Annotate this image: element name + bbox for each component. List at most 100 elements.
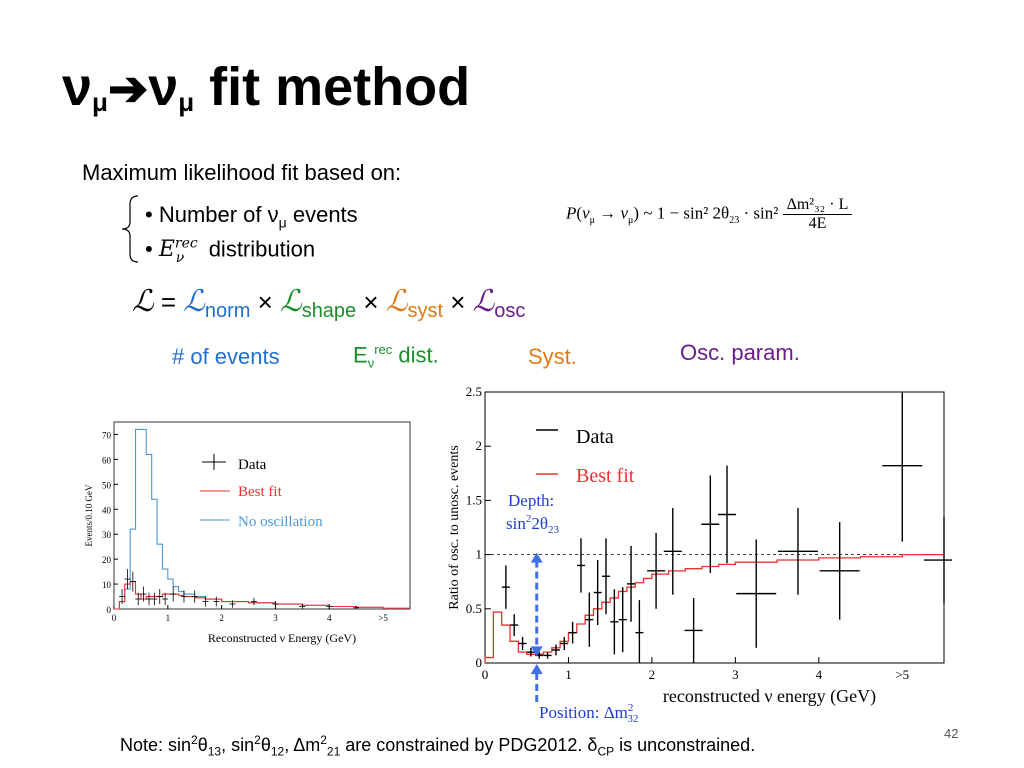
label-osc: Osc. param. [680, 340, 800, 365]
data-point [543, 652, 552, 659]
x-tick-label: 4 [327, 613, 332, 623]
data-point [213, 596, 220, 607]
data-point [924, 516, 952, 604]
y-tick-label: 50 [102, 480, 112, 490]
bullet-number-of-events: • Number of νμ events [145, 202, 358, 231]
data-point [576, 538, 585, 593]
data-point [119, 589, 126, 605]
data-point [635, 600, 644, 663]
data-point [551, 644, 560, 656]
data-point [819, 522, 860, 620]
data-point [145, 592, 152, 606]
data-point [618, 587, 627, 653]
data-point [151, 592, 158, 606]
x-axis-label: reconstructed ν energy (GeV) [663, 686, 876, 707]
x-tick-label: 3 [732, 667, 739, 682]
x-tick-label: 2 [649, 667, 656, 682]
brace [121, 195, 139, 263]
y-tick-label: 20 [102, 555, 112, 565]
label-syst: Syst. [528, 344, 577, 369]
data-point [627, 545, 636, 622]
y-tick-label: 1 [476, 547, 483, 562]
data-point [180, 590, 187, 603]
data-point [560, 636, 569, 650]
data-point [202, 596, 209, 607]
legend-data-label: Data [576, 426, 614, 448]
position-label: Position: Δm2 32 [539, 702, 638, 725]
x-tick-label: 2 [219, 613, 224, 623]
depth-expression: sin22θ23 [506, 513, 560, 536]
legend-fit-label: Best fit [238, 484, 283, 500]
data-point [156, 589, 163, 605]
ratio-chart: 0 1 2 3 4 >5 0 0.5 1 1.5 2 2.5 reconstructed ν energ… [447, 384, 952, 725]
data-point [353, 605, 360, 609]
y-tick-label: 30 [102, 530, 112, 540]
position-arrow-head [530, 664, 543, 674]
probability-formula: P(νμ → νμ) ~ 1 − sin² 2θ23 · sin² Δm²₃₂ … [566, 196, 853, 233]
likelihood-equation: ℒ = ℒnorm × ℒshape × ℒsyst × ℒosc [132, 284, 526, 323]
x-tick-label: 0 [112, 613, 117, 623]
data-point [593, 560, 602, 626]
data-point [585, 592, 594, 647]
data-point [777, 507, 818, 595]
data-point [501, 565, 510, 609]
plot-frame [113, 421, 411, 610]
depth-label: Depth: [508, 491, 554, 510]
y-tick-label: 40 [102, 505, 112, 515]
subtitle: Maximum likelihood fit based on: [82, 160, 402, 185]
data-point [135, 592, 142, 606]
data-point [718, 465, 737, 564]
series-best-fit [114, 581, 410, 610]
data-point [129, 571, 136, 592]
data-point [299, 604, 306, 609]
y-tick-label: 0.5 [466, 601, 482, 616]
x-tick-label: >5 [378, 613, 388, 623]
data-point [526, 647, 535, 657]
page-title: νμ➔νμ fit method [62, 57, 471, 117]
data-point [250, 597, 257, 606]
label-shape: Eνrec dist. [353, 342, 439, 371]
data-point [124, 569, 131, 590]
data-point [663, 507, 682, 595]
y-tick-label: 60 [102, 455, 112, 465]
depth-arrow-head-top [530, 552, 543, 563]
legend-fit-label: Best fit [576, 465, 635, 487]
data-point [162, 592, 169, 606]
data-point [191, 590, 198, 603]
y-tick-label: 1.5 [466, 492, 482, 507]
data-point [518, 636, 527, 650]
depth-arrow-head-bottom [530, 646, 543, 657]
data-point [882, 392, 923, 542]
bullet-energy-distribution: • Erecν distribution [145, 236, 316, 266]
x-tick-label: 0 [482, 667, 489, 682]
spectrum-chart: 0 1 2 3 4 >5 0 10 20 30 40 50 60 70 Reconstructed ν En… [84, 421, 411, 645]
data-point [272, 601, 279, 608]
y-tick-label: 10 [102, 580, 112, 590]
legend-data-label: Data [238, 457, 267, 473]
data-point [568, 621, 577, 644]
page-number: 42 [944, 726, 959, 741]
footnote: Note: sin2θ13, sin2θ12, Δm221 are constr… [120, 733, 756, 759]
x-axis-label: Reconstructed ν Energy (GeV) [208, 631, 356, 645]
data-point [701, 475, 720, 574]
data-point [647, 532, 666, 609]
x-tick-label: 3 [273, 613, 278, 623]
data-point [229, 600, 236, 608]
x-tick-label: >5 [895, 667, 909, 682]
y-tick-label: 0 [107, 605, 112, 615]
label-events: # of events [172, 344, 280, 369]
data-point [684, 597, 703, 663]
x-tick-label: 1 [166, 613, 171, 623]
x-tick-label: 4 [816, 667, 823, 682]
data-point [602, 538, 611, 615]
data-point [736, 539, 777, 648]
data-point [326, 604, 333, 609]
series-best-fit [484, 553, 944, 663]
x-tick-label: 1 [565, 667, 572, 682]
y-axis-label: Ratio of osc. to unosc. events [447, 445, 462, 609]
data-point [510, 614, 519, 636]
y-tick-label: 0 [476, 655, 483, 670]
y-axis-label: Events/0.10 GeV [84, 484, 94, 546]
data-point [140, 586, 147, 602]
y-tick-label: 2.5 [466, 384, 482, 399]
